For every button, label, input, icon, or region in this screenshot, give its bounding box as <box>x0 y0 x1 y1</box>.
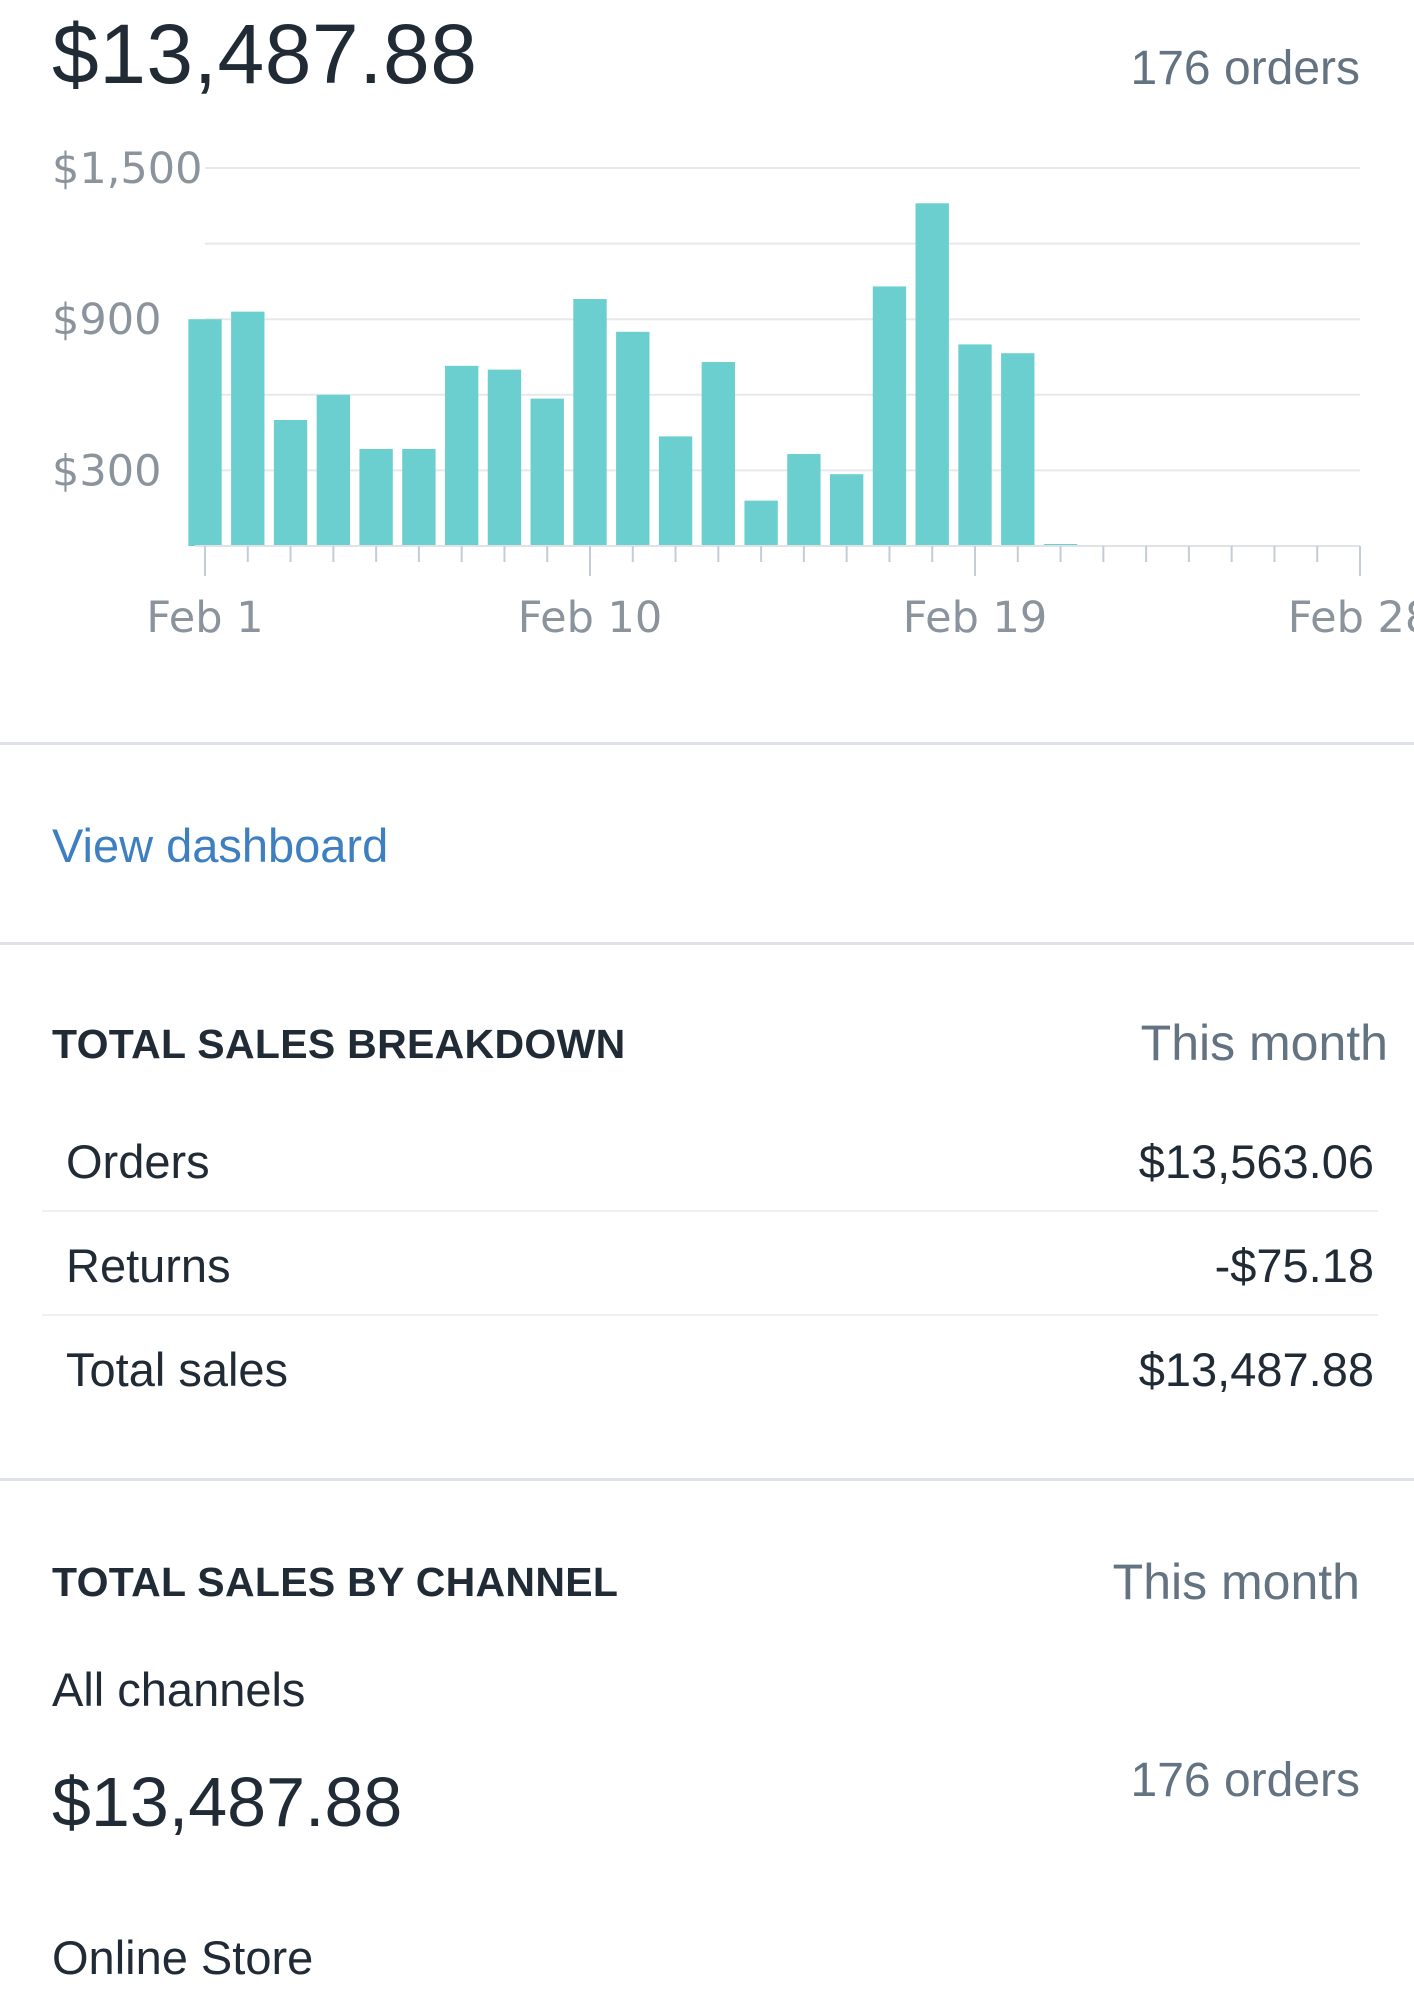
x-tick-label: Feb 1 <box>146 593 263 643</box>
breakdown-row-total-sales: Total sales $13,487.88 <box>42 1316 1378 1418</box>
row-value: $13,563.06 <box>1138 1135 1374 1188</box>
view-dashboard-link[interactable]: View dashboard <box>52 819 389 872</box>
y-tick-label: $900 <box>52 295 161 345</box>
total-sales-amount: $13,487.88 <box>52 7 478 101</box>
chart-bar <box>188 319 222 546</box>
x-tick-label: Feb 10 <box>518 593 663 643</box>
chart-bar <box>273 420 308 546</box>
chart-bar <box>359 448 393 546</box>
chart-bar <box>231 311 265 546</box>
x-tick-label: Feb 28 <box>1288 593 1414 643</box>
channel-period: This month <box>1112 1554 1360 1610</box>
breakdown-row-orders: Orders $13,563.06 <box>42 1108 1378 1212</box>
breakdown-heading: TOTAL SALES BREAKDOWN <box>52 1021 626 1067</box>
y-tick-label: $1,500 <box>52 144 202 194</box>
chart-bar <box>829 474 864 546</box>
row-label: Returns <box>66 1239 231 1292</box>
y-tick-label: $300 <box>52 446 161 496</box>
divider <box>0 942 1414 945</box>
online-store-label[interactable]: Online Store <box>52 1931 314 1984</box>
row-value: $13,487.88 <box>1138 1343 1374 1396</box>
chart-bar <box>701 362 736 546</box>
row-label: Total sales <box>66 1343 289 1396</box>
all-channels-orders: 176 orders <box>1130 1754 1360 1807</box>
chart-bar <box>1001 353 1035 546</box>
chart-bar <box>915 203 949 546</box>
x-axis-labels: Feb 1 Feb 10 Feb 19 Feb 28 <box>146 593 1414 643</box>
chart-bar <box>487 369 522 546</box>
breakdown-row-returns: Returns -$75.18 <box>42 1212 1378 1316</box>
chart-bar <box>658 436 693 546</box>
chart-grid <box>205 167 1360 472</box>
orders-count: 176 orders <box>1130 42 1360 95</box>
chart-bar <box>744 500 778 546</box>
channel-heading: TOTAL SALES BY CHANNEL <box>52 1559 619 1605</box>
row-value: -$75.18 <box>1214 1239 1374 1292</box>
x-tick-label: Feb 19 <box>903 593 1048 643</box>
chart-bar <box>787 454 821 546</box>
breakdown-period: This month <box>1140 1015 1388 1071</box>
x-axis <box>195 545 1361 576</box>
all-channels-label: All channels <box>52 1663 306 1716</box>
chart-bar <box>573 299 607 546</box>
y-axis-labels: $300 $900 $1,500 <box>52 144 202 496</box>
sales-bar-chart: $300 $900 $1,500 Feb 1 Feb 10 Feb 19 Feb 28 <box>52 144 1414 643</box>
chart-bar <box>958 344 992 546</box>
chart-bar <box>316 394 351 546</box>
all-channels-total: $13,487.88 <box>52 1763 403 1841</box>
chart-bars <box>188 203 1078 546</box>
chart-bar <box>872 286 907 546</box>
row-label: Orders <box>66 1135 210 1188</box>
divider <box>0 1478 1414 1481</box>
chart-bar <box>616 331 650 546</box>
chart-bar <box>444 365 479 546</box>
chart-bar <box>402 448 436 546</box>
chart-bar <box>530 398 564 546</box>
breakdown-table: Orders $13,563.06 Returns -$75.18 Total … <box>42 1108 1378 1418</box>
divider <box>0 742 1414 745</box>
